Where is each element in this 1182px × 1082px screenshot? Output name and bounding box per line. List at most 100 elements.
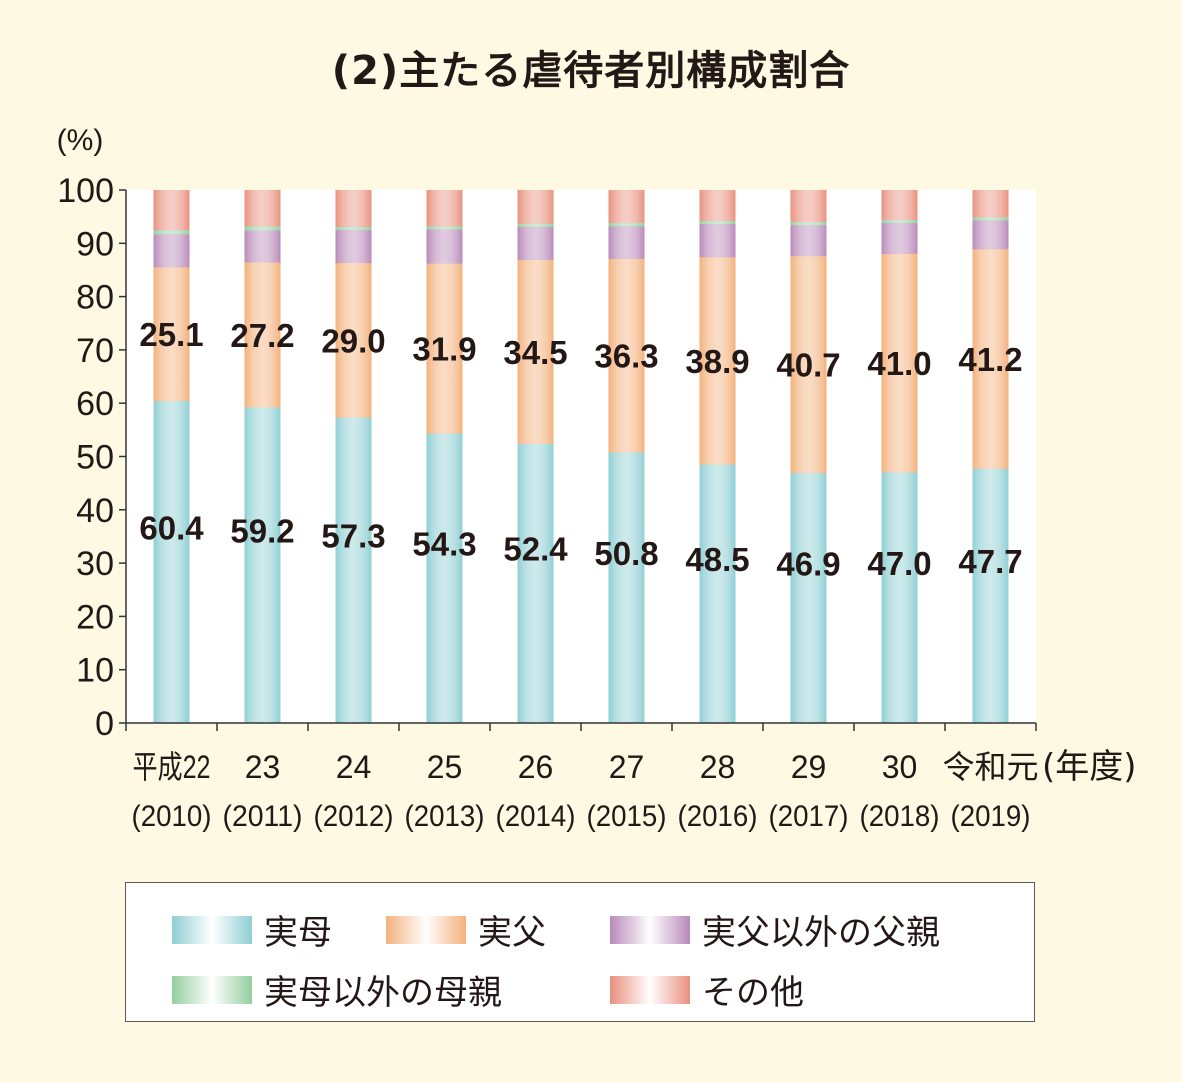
y-tick-label: 100 — [57, 172, 114, 210]
x-tick-year-label: (2011) — [223, 800, 303, 833]
legend-item-other-mother: 実母以外の母親 — [172, 965, 502, 1014]
bar-sheen-other-mother-2 — [335, 226, 372, 230]
bar-sheen-jitsufu-8 — [881, 253, 918, 473]
y-tick-label: 70 — [76, 332, 114, 370]
bar-sheen-other-mother-0 — [153, 229, 190, 235]
x-axis-label: (年度) — [1042, 747, 1137, 787]
x-tick-year-label: (2015) — [587, 800, 667, 833]
data-label-jitsufu: 41.2 — [958, 341, 1022, 378]
x-tick-year-label: (2012) — [314, 800, 394, 833]
bar-sheen-jitsubo-4 — [517, 443, 554, 723]
chart-title: (2)主たる虐待者別構成割合 — [331, 48, 851, 94]
bar-sheen-other-father-1 — [244, 230, 281, 263]
x-tick-year-label: (2010) — [132, 800, 212, 833]
data-label-jitsubo: 59.2 — [230, 513, 294, 550]
bar-sheen-other-father-2 — [335, 229, 372, 264]
legend-label-other-father: 実父以外の父親 — [702, 913, 940, 953]
bar-sheen-others-9 — [972, 190, 1009, 218]
y-tick-label: 20 — [76, 598, 114, 636]
bar-sheen-other-father-9 — [972, 220, 1009, 250]
bar-sheen-jitsubo-2 — [335, 417, 372, 723]
bar-sheen-other-father-6 — [699, 224, 736, 258]
data-label-jitsubo: 46.9 — [776, 545, 840, 582]
data-label-jitsubo: 57.3 — [321, 518, 385, 555]
bar-sheen-other-mother-5 — [608, 223, 645, 227]
data-label-jitsubo: 48.5 — [685, 541, 749, 578]
legend-swatch-others — [610, 975, 690, 1004]
bar-sheen-others-5 — [608, 190, 645, 224]
y-tick-label: 30 — [76, 545, 114, 583]
y-tick-label: 10 — [76, 652, 114, 690]
bar-sheen-jitsufu-0 — [153, 267, 190, 402]
bar-sheen-other-father-7 — [790, 225, 827, 257]
data-label-jitsufu: 29.0 — [321, 322, 385, 359]
x-tick-label: 平成22 — [133, 749, 211, 785]
x-tick-year-label: (2018) — [860, 800, 940, 833]
legend: 実母 実父 実父以外の父親 実母以外の母親 その他 — [125, 882, 1035, 1022]
bar-sheen-other-mother-4 — [517, 223, 554, 227]
bar-sheen-other-mother-7 — [790, 221, 827, 226]
y-tick-label: 90 — [76, 225, 114, 263]
bar-sheen-jitsubo-1 — [244, 407, 281, 723]
bar-sheen-others-6 — [699, 190, 736, 221]
bar-sheen-other-father-8 — [881, 223, 918, 254]
bar-sheen-others-4 — [517, 190, 554, 224]
bar-sheen-other-mother-6 — [699, 220, 736, 225]
bar-sheen-jitsubo-3 — [426, 433, 463, 723]
data-label-jitsubo: 47.0 — [867, 545, 931, 582]
data-label-jitsubo: 50.8 — [594, 535, 658, 572]
bar-sheen-others-0 — [153, 190, 190, 230]
data-label-jitsubo: 47.7 — [958, 543, 1022, 580]
x-tick-year-label: (2016) — [678, 800, 758, 833]
legend-item-others: その他 — [610, 965, 804, 1014]
bar-sheen-other-mother-9 — [972, 217, 1009, 221]
data-label-jitsufu: 25.1 — [139, 316, 203, 353]
x-tick-label: 26 — [518, 749, 554, 785]
bar-sheen-jitsufu-1 — [244, 262, 281, 408]
data-label-jitsubo: 52.4 — [503, 531, 568, 568]
y-tick-label: 50 — [76, 439, 114, 477]
bar-sheen-others-1 — [244, 190, 281, 227]
bar-sheen-jitsubo-9 — [972, 468, 1009, 723]
legend-swatch-jitsubo — [172, 915, 252, 944]
x-tick-label: 29 — [791, 749, 827, 785]
legend-label-other-mother: 実母以外の母親 — [264, 973, 502, 1013]
x-tick-label: 25 — [427, 749, 463, 785]
bar-sheen-jitsubo-6 — [699, 464, 736, 723]
bar-sheen-others-3 — [426, 190, 463, 227]
bar-sheen-others-8 — [881, 190, 918, 220]
x-tick-label: 30 — [882, 749, 918, 785]
bar-sheen-jitsubo-0 — [153, 401, 190, 723]
y-tick-label: 0 — [95, 705, 114, 743]
data-label-jitsufu: 38.9 — [685, 343, 749, 380]
data-label-jitsufu: 34.5 — [503, 334, 567, 371]
bar-sheen-jitsufu-9 — [972, 249, 1009, 469]
data-label-jitsufu: 27.2 — [230, 317, 294, 354]
bar-sheen-jitsufu-3 — [426, 263, 463, 434]
stacked-bar-chart: 0 10 20 30 40 50 60 70 80 90 100 (%) (年度) 平成22 (2010) 2… — [57, 124, 1137, 833]
bar-sheen-jitsubo-5 — [608, 452, 645, 723]
x-tick-label: 23 — [245, 749, 281, 785]
x-tick-year-label: (2014) — [496, 800, 576, 833]
legend-swatch-other-father — [610, 915, 690, 944]
bar-sheen-jitsubo-8 — [881, 472, 918, 723]
legend-swatch-jitsufu — [386, 915, 466, 944]
data-label-jitsubo: 60.4 — [139, 509, 204, 546]
bar-sheen-jitsubo-7 — [790, 473, 827, 723]
data-label-jitsufu: 40.7 — [776, 347, 840, 384]
data-label-jitsufu: 31.9 — [412, 331, 476, 368]
bar-sheen-jitsufu-6 — [699, 257, 736, 465]
legend-item-jitsufu: 実父 — [386, 905, 546, 954]
legend-swatch-other-mother — [172, 975, 252, 1004]
x-tick-label: 27 — [609, 749, 645, 785]
bar-sheen-other-mother-1 — [244, 226, 281, 231]
x-tick-label: 28 — [700, 749, 736, 785]
legend-label-jitsubo: 実母 — [264, 913, 332, 953]
bar-sheen-other-father-5 — [608, 226, 645, 259]
legend-label-jitsufu: 実父 — [478, 913, 546, 953]
bar-sheen-others-7 — [790, 190, 827, 222]
bar-sheen-other-father-3 — [426, 229, 463, 264]
bar-sheen-jitsufu-4 — [517, 259, 554, 444]
y-axis-label: (%) — [57, 124, 104, 157]
y-tick-label: 60 — [76, 385, 114, 423]
